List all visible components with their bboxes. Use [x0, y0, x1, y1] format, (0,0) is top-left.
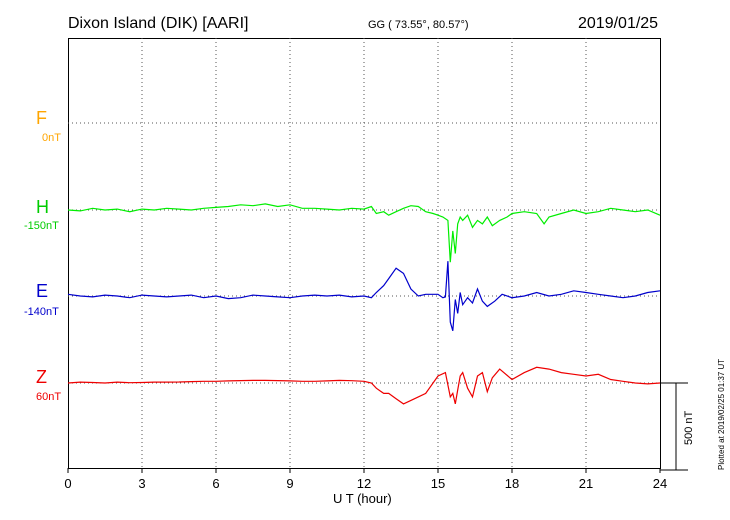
baseline-label-z: 60nT: [36, 391, 61, 403]
grid-lines: [68, 38, 660, 468]
x-tick-label: 3: [138, 476, 145, 491]
x-tick-label: 24: [653, 476, 667, 491]
plotted-note: Plotted at 2019/02/25 01:37 UT: [717, 359, 726, 470]
baseline-label-e: -140nT: [24, 306, 59, 318]
scale-bar-label: 500 nT: [683, 410, 695, 445]
station-title: Dixon Island (DIK) [AARI]: [68, 15, 249, 32]
coordinates-label: GG ( 73.55°, 80.57°): [368, 19, 469, 31]
series-line-z: [67, 366, 661, 405]
x-axis-label: U T (hour): [333, 491, 392, 506]
component-label-f: F: [36, 108, 47, 128]
x-tick-label: 18: [505, 476, 519, 491]
x-tick-label: 12: [357, 476, 371, 491]
baseline-label-h: -150nT: [24, 220, 59, 232]
baseline-label-f: 0nT: [42, 132, 61, 144]
series-line-e: [67, 261, 661, 331]
x-tick-label: 6: [212, 476, 219, 491]
x-tick-label: 0: [64, 476, 71, 491]
x-tick-labels: 0 3 6 9 12 15 18 21 24: [64, 468, 667, 491]
date-label: 2019/01/25: [578, 15, 658, 32]
component-label-e: E: [36, 281, 48, 301]
component-label-z: Z: [36, 367, 47, 387]
series-line-h: [67, 203, 661, 263]
series-layer: [67, 203, 661, 405]
x-tick-label: 9: [286, 476, 293, 491]
x-tick-label: 15: [431, 476, 445, 491]
component-label-h: H: [36, 197, 49, 217]
x-tick-label: 21: [579, 476, 593, 491]
